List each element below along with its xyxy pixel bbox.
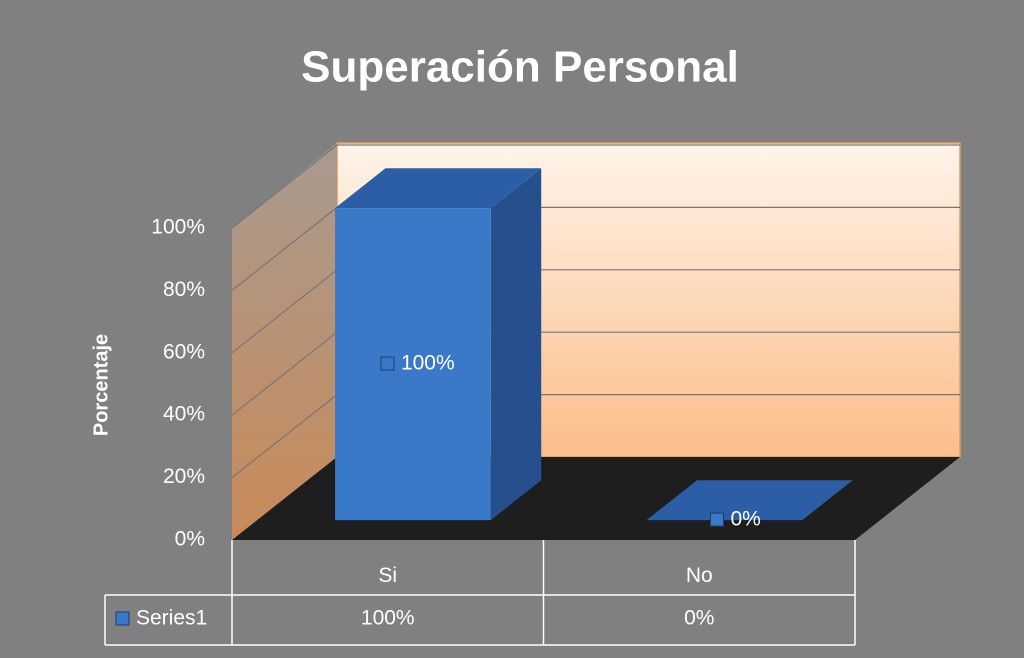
legend-label: Series1 [136, 607, 207, 630]
data-table: Si No Series1 100% 0% [104, 540, 856, 646]
table-value: 0% [684, 607, 714, 630]
bar-side [490, 168, 542, 521]
bar [646, 480, 853, 521]
side-wall [232, 143, 337, 540]
data-label: 0% [730, 508, 760, 531]
legend-key [380, 356, 395, 371]
y-tick-label: 40% [163, 403, 205, 426]
y-tick-label: 80% [163, 278, 205, 301]
y-tick-label: 60% [163, 340, 205, 363]
bars [335, 168, 853, 527]
table-value: 100% [361, 607, 415, 630]
bar-front [335, 208, 491, 521]
y-tick-label: 0% [175, 528, 205, 551]
bar-top [335, 168, 542, 209]
legend-key [709, 512, 724, 527]
y-tick-label: 100% [151, 216, 205, 239]
data-label: 100% [401, 352, 455, 375]
x-tick-label: No [686, 564, 713, 587]
y-tick-label: 20% [163, 465, 205, 488]
bar [335, 168, 542, 521]
chart-title: Superación Personal [301, 43, 739, 92]
x-tick-label: Si [378, 564, 397, 587]
legend-key [115, 611, 130, 626]
bar-top [646, 480, 853, 521]
y-axis-label: Porcentaje [90, 334, 112, 436]
grid-line [231, 144, 960, 229]
